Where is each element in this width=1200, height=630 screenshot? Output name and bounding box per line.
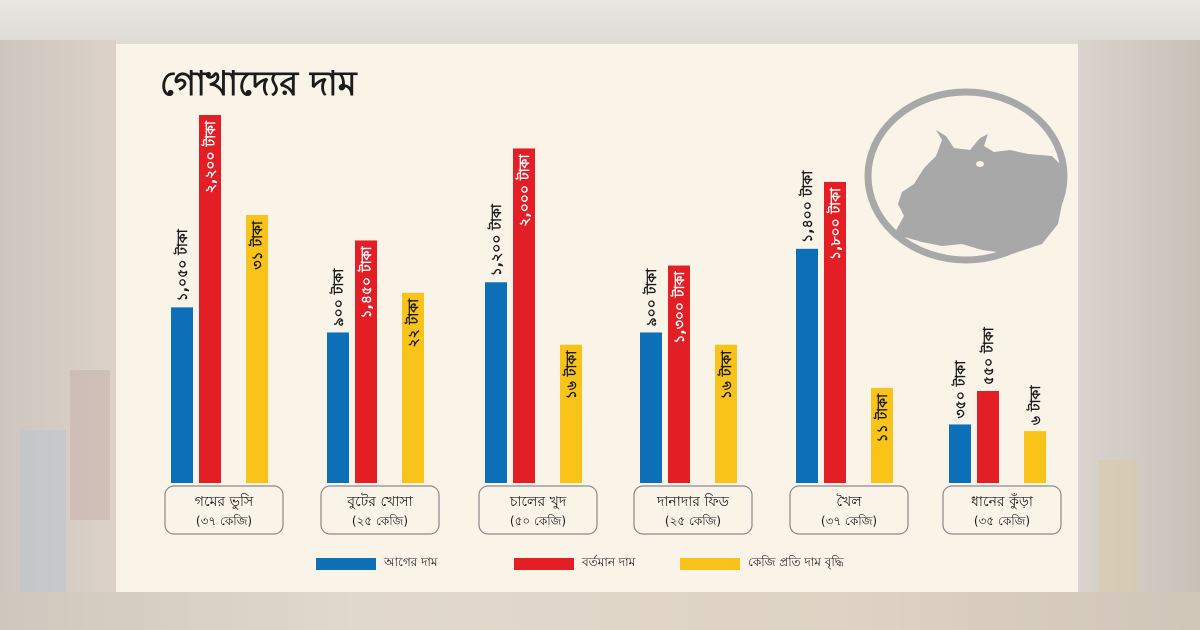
category-box-5	[942, 485, 1062, 535]
bar-label-increase-0: ৩১ টাকা	[248, 220, 266, 270]
category-unit-0: (৩৭ কেজি)	[196, 514, 252, 528]
bar-label-previous-4: ১,৪০০ টাকা	[798, 170, 816, 243]
background-top	[0, 0, 1200, 46]
infographic-panel: গোখাদ্যের দাম ১,০৫০ টাকা ২,২০০ টাকা ৩১ টাক…	[116, 44, 1078, 592]
category-name-5: ধানের কুঁড়া	[971, 493, 1034, 510]
bar-current-5	[977, 391, 999, 483]
legend: আগের দাম বর্তমান দাম কেজি প্রতি দাম বৃদ্…	[116, 554, 1078, 578]
bar-current-0	[199, 115, 221, 483]
category-unit-5: (৩৫ কেজি)	[974, 514, 1030, 528]
bar-chart: ১,০৫০ টাকা ২,২০০ টাকা ৩১ টাকা গমের ভুসি (৩৭ …	[164, 115, 1062, 535]
bar-label-previous-5: ৩৫০ টাকা	[951, 360, 969, 419]
category-name-2: চালের খুদ	[509, 494, 567, 510]
category-name-3: দানাদার ফিড	[656, 493, 730, 510]
bar-current-3	[668, 265, 690, 483]
bar-label-current-1: ১,৪৫০ টাকা	[357, 246, 375, 319]
category-box-3	[633, 485, 753, 535]
bar-label-previous-3: ৯০০ টাকা	[642, 268, 660, 327]
category-name-0: গমের ভুসি	[195, 493, 254, 510]
category-unit-1: (২৫ কেজি)	[352, 514, 408, 528]
bar-increase-3	[715, 344, 737, 483]
legend-swatch-increase	[680, 558, 740, 570]
bar-label-previous-2: ১,২০০ টাকা	[487, 203, 505, 276]
category-box-4	[789, 485, 909, 535]
bar-label-increase-4: ১১ টাকা	[873, 393, 891, 443]
bar-increase-1	[402, 292, 424, 483]
bar-label-increase-1: ২২ টাকা	[404, 298, 422, 348]
bar-label-current-2: ২,০০০ টাকা	[515, 154, 533, 227]
bar-label-increase-5: ৬ টাকা	[1026, 385, 1044, 425]
chart-title: গোখাদ্যের দাম	[160, 64, 357, 104]
bar-increase-5	[1024, 431, 1046, 483]
category-box-1	[320, 485, 440, 535]
background-bottom	[0, 592, 1200, 630]
bar-previous-4	[796, 248, 818, 483]
bar-label-current-4: ১,৮০০ টাকা	[826, 187, 844, 260]
bar-increase-0	[246, 215, 268, 483]
bar-label-increase-3: ১৬ টাকা	[717, 350, 735, 400]
bar-label-current-0: ২,২০০ টাকা	[201, 120, 219, 193]
category-unit-3: (২৫ কেজি)	[665, 514, 721, 528]
legend-swatch-previous	[316, 558, 376, 570]
category-box-0	[164, 485, 284, 535]
bar-label-increase-2: ১৬ টাকা	[562, 350, 580, 400]
legend-item-current: বর্তমান দাম	[514, 554, 635, 574]
bar-previous-3	[640, 332, 662, 483]
bar-previous-2	[485, 282, 507, 483]
bar-label-current-3: ১,৩০০ টাকা	[670, 271, 688, 344]
bar-current-4	[824, 181, 846, 483]
legend-label-previous: আগের দাম	[384, 555, 438, 569]
bar-current-1	[355, 240, 377, 483]
legend-item-increase: কেজি প্রতি দাম বৃদ্ধি	[680, 554, 844, 574]
bar-previous-1	[327, 332, 349, 483]
bar-increase-2	[560, 344, 582, 483]
category-name-1: বুটের খোসা	[346, 493, 413, 510]
legend-label-current: বর্তমান দাম	[582, 555, 636, 569]
legend-item-previous: আগের দাম	[316, 554, 438, 574]
background-right	[1078, 40, 1200, 600]
bar-previous-5	[949, 424, 971, 483]
bar-increase-4	[871, 387, 893, 483]
category-unit-4: (৩৭ কেজি)	[821, 514, 877, 528]
legend-label-increase: কেজি প্রতি দাম বৃদ্ধি	[748, 555, 844, 569]
legend-swatch-current	[514, 558, 574, 570]
category-box-2	[478, 485, 598, 535]
category-name-4: খৈল	[836, 493, 862, 510]
category-unit-2: (৫০ কেজি)	[510, 514, 566, 528]
background-left	[0, 40, 116, 600]
bar-current-2	[513, 148, 535, 484]
cow-icon	[864, 88, 1068, 264]
bar-previous-0	[171, 307, 193, 483]
bar-label-previous-0: ১,০৫০ টাকা	[173, 228, 191, 301]
bar-label-current-5: ৫৫০ টাকা	[979, 326, 997, 385]
bar-label-previous-1: ৯০০ টাকা	[329, 268, 347, 327]
